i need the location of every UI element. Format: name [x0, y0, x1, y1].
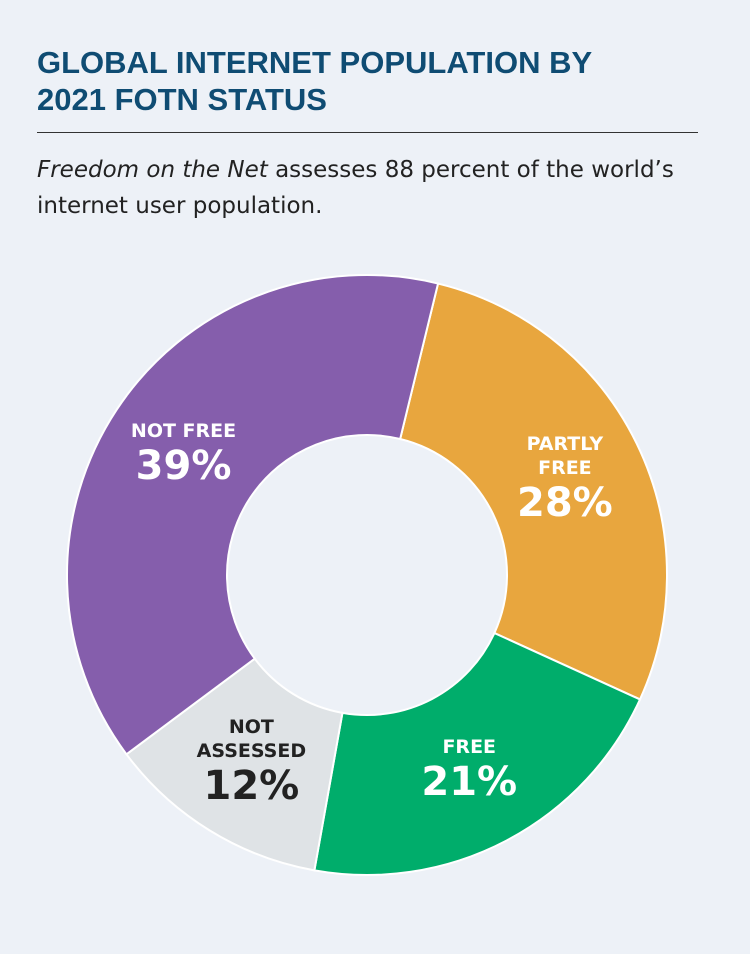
category-label: NOT ASSESSED [196, 716, 307, 763]
donut-segment [66, 274, 440, 756]
segment-label: PARTLY FREE 28% [506, 432, 624, 526]
subtitle: Freedom on the Net assesses 88 percent o… [37, 152, 697, 224]
category-label: NOT FREE [130, 419, 237, 442]
donut-segment [313, 631, 642, 876]
donut-segment [398, 282, 668, 701]
subtitle-italic: Freedom on the Net [37, 157, 268, 183]
subtitle-text: assesses 88 percent of the world’s inter… [37, 157, 674, 219]
chart-title: GLOBAL INTERNET POPULATION BY 2021 FOTN … [37, 45, 592, 117]
segment-label: FREE 21% [410, 735, 528, 805]
segment-label: NOT ASSESSED 12% [192, 715, 310, 809]
value-label: 28% [517, 479, 613, 526]
donut-segment [125, 657, 344, 872]
category-label: FREE [442, 735, 497, 758]
value-label: 12% [203, 763, 300, 810]
value-label: 21% [421, 758, 518, 805]
value-label: 39% [135, 442, 232, 489]
category-label: PARTLY FREE [526, 432, 604, 479]
title-rule [37, 132, 698, 133]
segment-label: NOT FREE 39% [125, 419, 243, 489]
